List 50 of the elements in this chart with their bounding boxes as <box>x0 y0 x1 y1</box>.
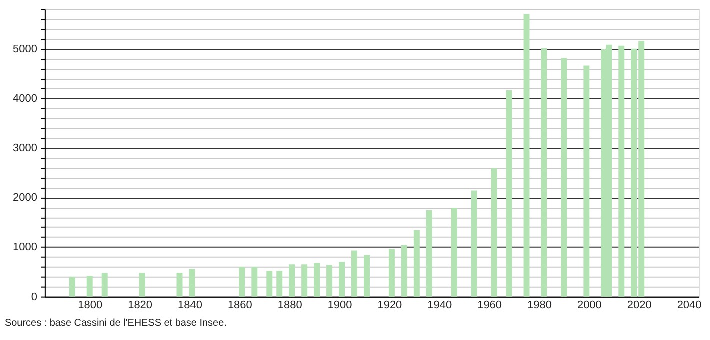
bar <box>618 46 625 297</box>
bar <box>414 230 420 297</box>
x-tick-label: 1860 <box>228 299 252 312</box>
bar <box>584 66 590 297</box>
x-tick-label: 1820 <box>128 299 153 312</box>
bar <box>69 276 76 297</box>
x-tick-label: 1800 <box>78 299 103 312</box>
x-tick-label: 1900 <box>328 299 352 312</box>
bar <box>339 262 346 297</box>
x-tick-label: 1940 <box>428 299 452 312</box>
bar <box>276 271 283 297</box>
bar <box>252 267 258 297</box>
bar <box>289 264 296 297</box>
bar <box>86 276 93 297</box>
bar <box>506 90 512 297</box>
bar <box>491 168 498 297</box>
y-tick-label: 4000 <box>13 92 38 105</box>
bar <box>524 14 530 297</box>
bar <box>388 249 395 297</box>
bar <box>266 271 273 297</box>
y-tick-label: 1000 <box>13 242 38 254</box>
x-tick-label: 1980 <box>528 299 552 312</box>
bar <box>176 273 183 297</box>
x-tick-label: 1960 <box>478 299 502 312</box>
bar <box>541 48 548 297</box>
x-tick-label: 1920 <box>378 299 402 312</box>
y-tick-label: 5000 <box>13 43 38 56</box>
x-tick-label: 1880 <box>278 299 302 312</box>
bar <box>102 273 108 297</box>
source-note: Sources : base Cassini de l'EHESS et base Insee. <box>4 318 227 329</box>
bar <box>314 263 320 297</box>
y-tick-label: 0 <box>31 291 38 304</box>
bar <box>426 210 432 297</box>
bar <box>326 265 333 297</box>
bar <box>451 208 458 297</box>
bar <box>239 267 246 297</box>
x-tick-label: 2000 <box>577 299 602 312</box>
bar <box>302 264 308 297</box>
x-tick-label: 1840 <box>178 299 202 312</box>
y-tick-label: 2000 <box>13 192 38 204</box>
bar <box>189 269 196 297</box>
y-tick-label: 3000 <box>13 142 38 155</box>
bar <box>561 58 568 297</box>
bar <box>364 255 370 297</box>
bar <box>471 190 478 297</box>
x-tick-label: 2020 <box>627 299 652 312</box>
x-tick-label: 2040 <box>677 299 702 312</box>
bar <box>139 273 146 297</box>
bar <box>352 250 358 297</box>
bar <box>401 245 408 297</box>
